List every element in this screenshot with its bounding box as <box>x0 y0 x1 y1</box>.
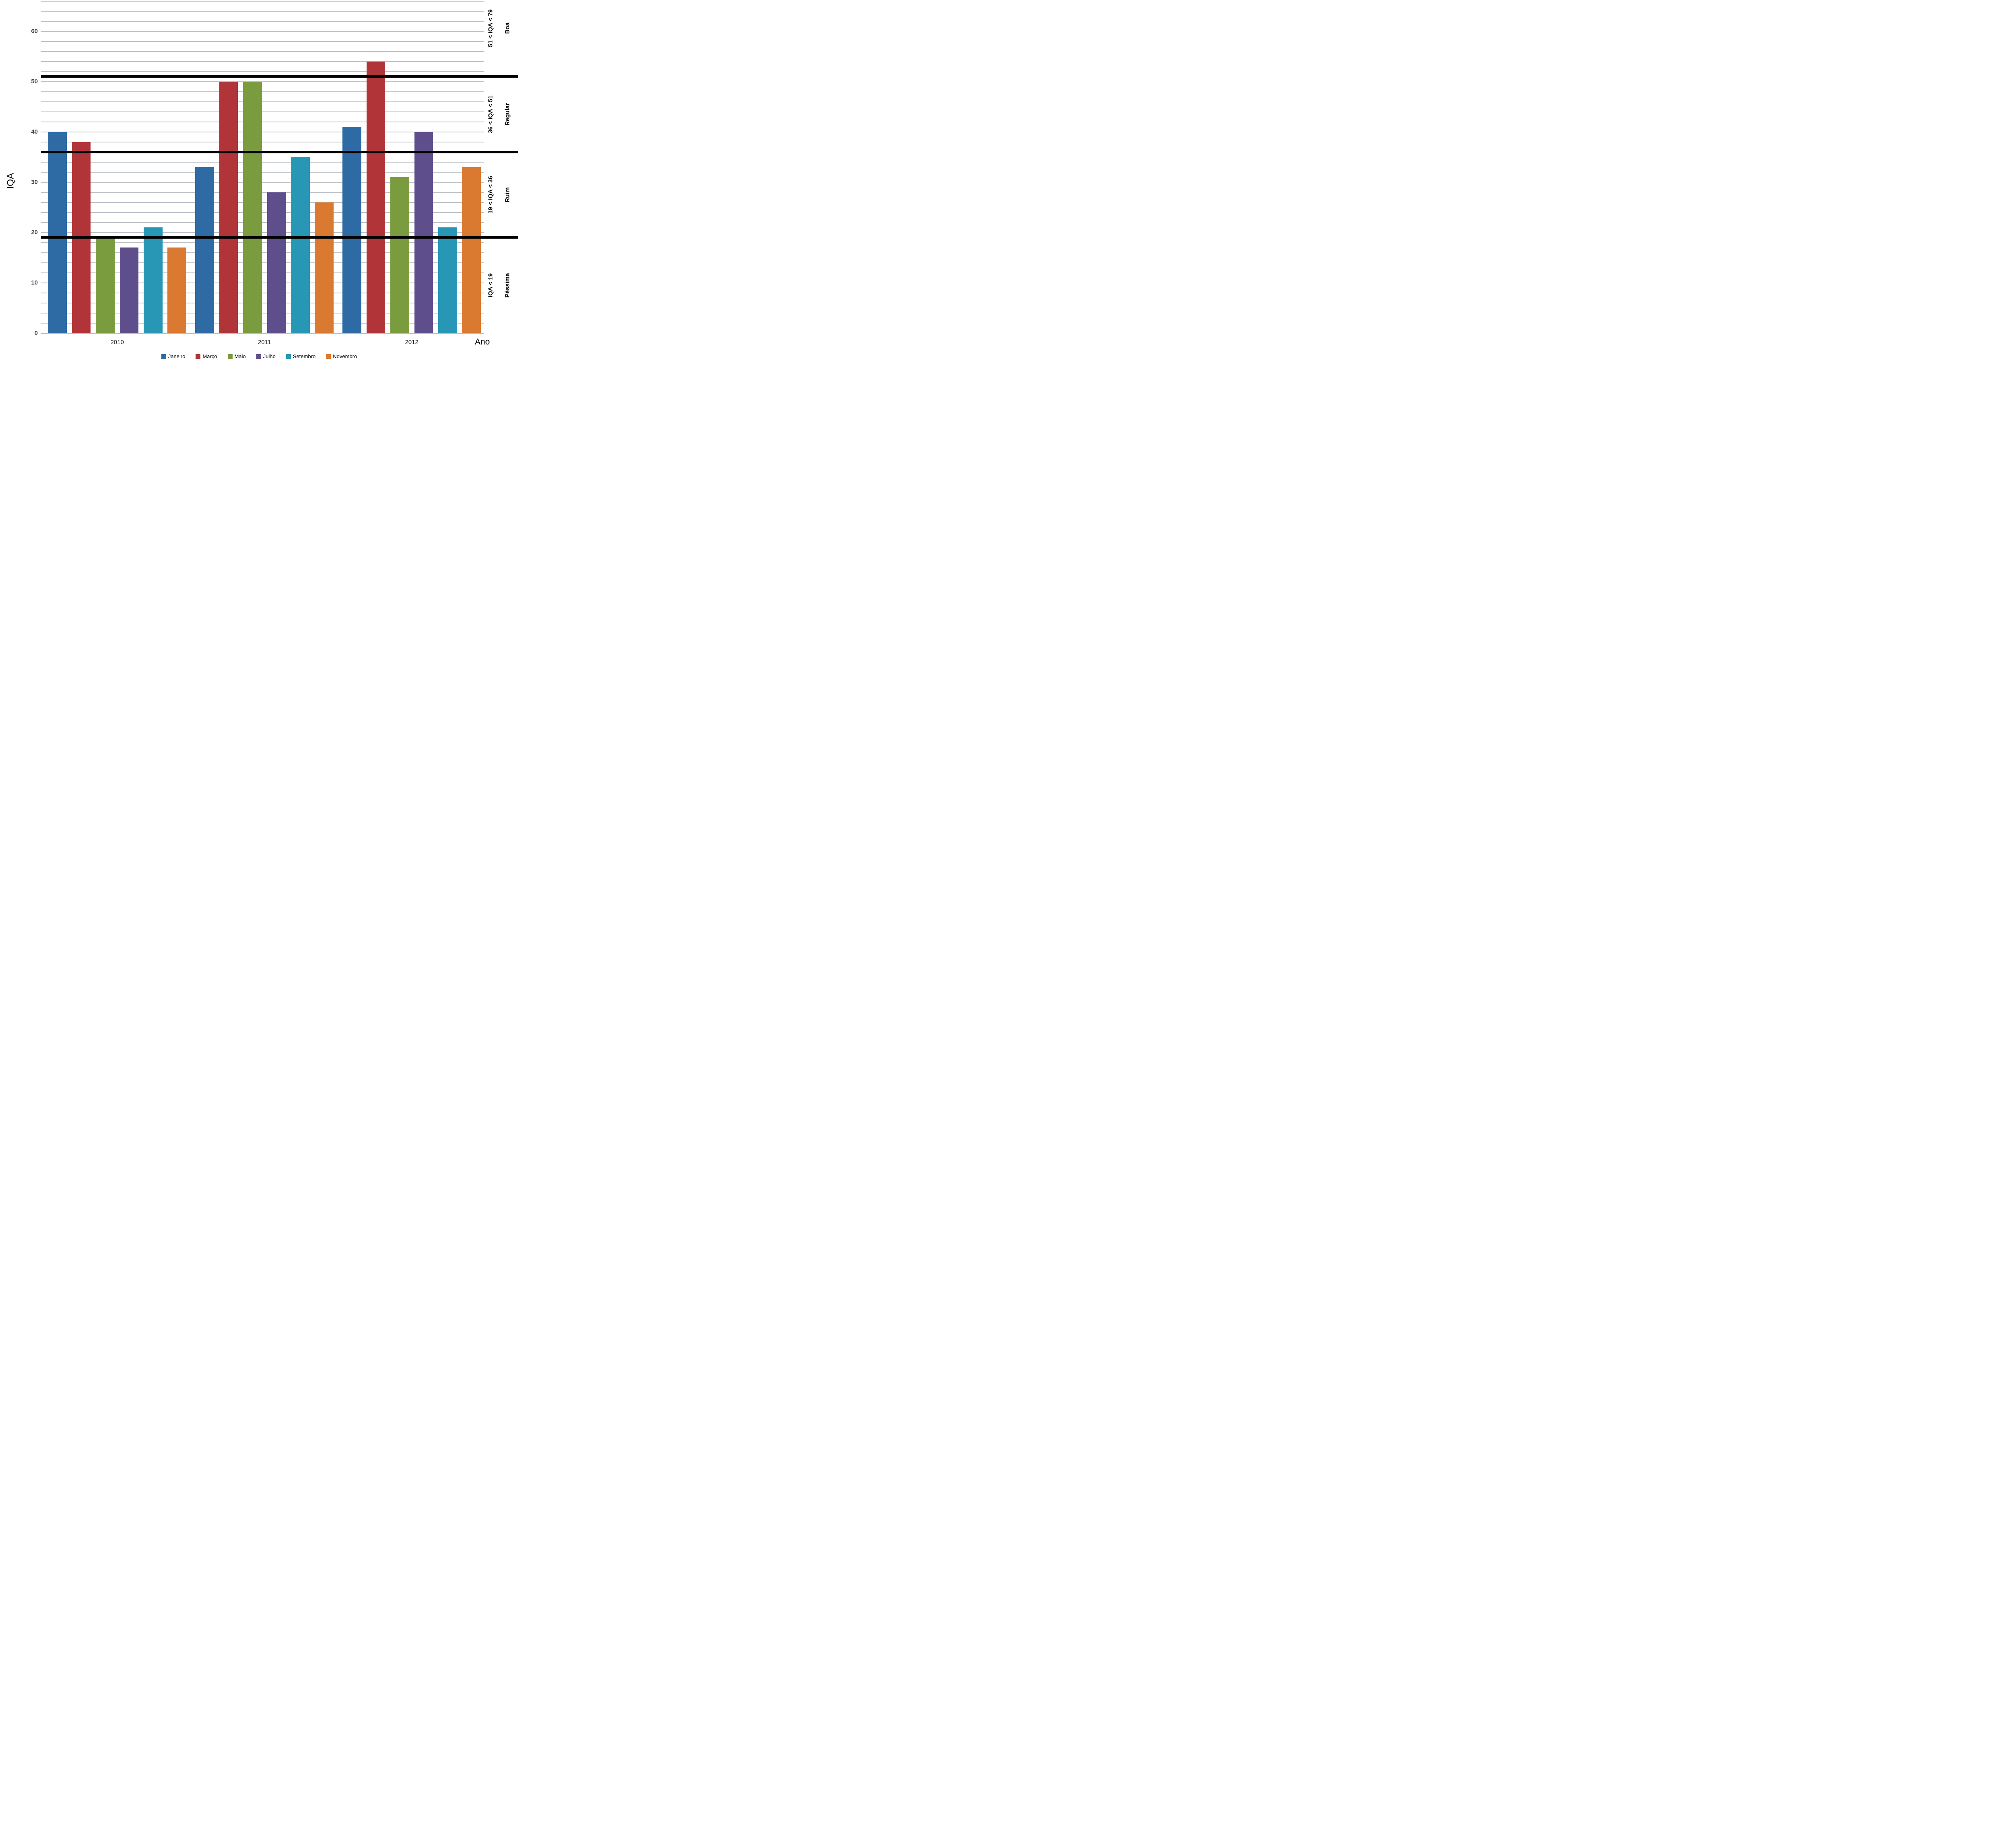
zone-range-label-ruim: 19 < IQA < 36 <box>487 176 494 214</box>
gridline <box>41 51 484 52</box>
gridline <box>41 171 484 173</box>
y-tick-label: 20 <box>31 229 38 236</box>
zone-name-label-regular: Regular <box>504 103 511 126</box>
legend-label: Setembro <box>293 353 316 359</box>
bar-novembro-2012 <box>462 167 481 333</box>
bar-novembro-2011 <box>315 202 334 333</box>
bar-setembro-2010 <box>144 227 163 333</box>
x-tick-label-2011: 2011 <box>258 339 271 346</box>
threshold-line-19 <box>41 236 518 239</box>
legend-label: Janeiro <box>168 353 186 359</box>
legend-item-julho: Julho <box>256 353 276 359</box>
gridline <box>41 262 484 263</box>
bar-maio-2011 <box>243 81 262 333</box>
legend-swatch-setembro <box>286 354 291 359</box>
bar-novembro-2010 <box>167 248 186 333</box>
gridline <box>41 232 484 233</box>
y-tick-label: 30 <box>31 178 38 186</box>
x-axis-line <box>41 333 484 334</box>
legend-label: Março <box>202 353 217 359</box>
bar-maio-2012 <box>390 177 409 333</box>
gridline <box>41 222 484 223</box>
zone-name-label-péssima: Péssima <box>504 273 511 298</box>
legend-item-janeiro: Janeiro <box>161 353 186 359</box>
legend: Janeiro Março Maio Julho Setembro Novembro <box>0 353 518 359</box>
y-tick-label: 10 <box>31 279 38 286</box>
bar-janeiro-2011 <box>195 167 214 333</box>
iqa-bar-chart: IQA Ano Janeiro Março Maio Julho Setembro Nov… <box>0 0 518 369</box>
gridline <box>41 61 484 62</box>
gridline <box>41 91 484 92</box>
plot-area <box>41 0 518 334</box>
gridline <box>41 192 484 193</box>
y-tick-label: 50 <box>31 78 38 85</box>
gridline <box>41 272 484 273</box>
gridline <box>41 31 484 32</box>
gridline <box>41 41 484 42</box>
y-tick-label: 0 <box>34 330 38 336</box>
x-tick-label-2010: 2010 <box>110 339 124 346</box>
gridline <box>41 312 484 314</box>
legend-item-setembro: Setembro <box>286 353 315 359</box>
gridline <box>41 71 484 72</box>
gridline <box>41 322 484 324</box>
bar-julho-2010 <box>120 248 139 333</box>
legend-swatch-maio <box>227 354 233 359</box>
gridline <box>41 101 484 102</box>
zone-range-label-regular: 36 < IQA < 51 <box>487 95 494 133</box>
gridline <box>41 10 484 12</box>
bar-janeiro-2012 <box>342 127 361 333</box>
x-axis-title: Ano <box>475 337 490 346</box>
legend-label: Maio <box>234 353 246 359</box>
gridline <box>41 212 484 213</box>
legend-label: Novembro <box>333 353 357 359</box>
gridline <box>41 202 484 203</box>
y-tick-label: 60 <box>31 27 38 35</box>
zone-range-label-boa: 51 < IQA < 79 <box>487 9 494 47</box>
bar-setembro-2012 <box>438 227 457 333</box>
threshold-line-51 <box>41 75 518 78</box>
bar-janeiro-2010 <box>48 132 67 333</box>
legend-label: Julho <box>263 353 276 359</box>
y-tick-label: 40 <box>31 128 38 135</box>
gridline <box>41 81 484 82</box>
bar-julho-2011 <box>267 192 286 333</box>
gridline <box>41 0 484 2</box>
legend-item-março: Março <box>196 353 217 359</box>
bar-setembro-2011 <box>291 157 310 333</box>
gridline <box>41 161 484 163</box>
zone-range-label-péssima: IQA < 19 <box>487 273 494 298</box>
gridline <box>41 242 484 243</box>
bar-maio-2010 <box>96 237 115 333</box>
bar-março-2012 <box>366 61 385 333</box>
legend-item-novembro: Novembro <box>326 353 357 359</box>
legend-item-maio: Maio <box>227 353 246 359</box>
bar-julho-2012 <box>414 132 433 333</box>
legend-swatch-março <box>196 354 201 359</box>
threshold-line-36 <box>41 151 518 153</box>
zone-name-label-ruim: Ruim <box>504 187 511 202</box>
gridline <box>41 111 484 112</box>
legend-swatch-janeiro <box>161 354 166 359</box>
gridline <box>41 21 484 22</box>
zone-name-label-boa: Boa <box>504 22 511 34</box>
gridline <box>41 252 484 253</box>
gridline <box>41 182 484 183</box>
bar-março-2011 <box>219 81 238 333</box>
legend-swatch-novembro <box>326 354 331 359</box>
x-tick-label-2012: 2012 <box>405 339 418 346</box>
legend-swatch-julho <box>256 354 261 359</box>
